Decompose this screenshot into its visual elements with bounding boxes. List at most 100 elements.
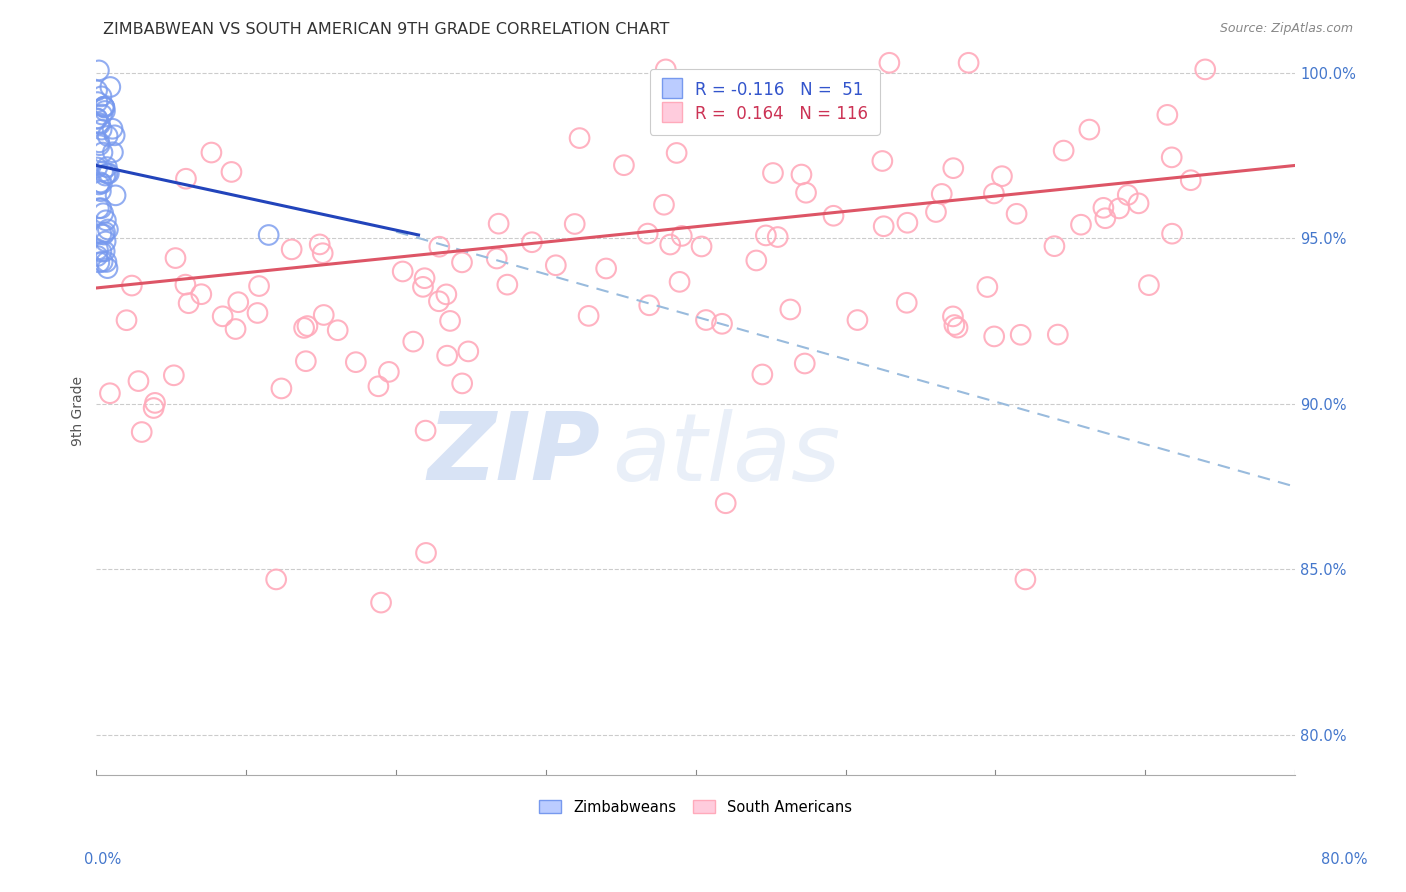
- Point: [1094, 211, 1116, 226]
- Point: [94, 103, 117, 118]
- Point: [87, 178, 110, 192]
- Point: [90, 244, 112, 259]
- Point: [872, 153, 894, 168]
- Point: [87, 202, 110, 216]
- Point: [1010, 327, 1032, 342]
- Point: [98, 80, 121, 95]
- Text: 0.0%: 0.0%: [84, 852, 121, 867]
- Point: [86, 112, 108, 126]
- Point: [292, 321, 315, 335]
- Point: [714, 496, 737, 510]
- Text: ZIP: ZIP: [427, 409, 600, 500]
- Point: [793, 357, 815, 371]
- Point: [942, 310, 965, 324]
- Point: [846, 313, 869, 327]
- Point: [177, 296, 200, 310]
- Point: [755, 228, 778, 243]
- Point: [457, 344, 479, 359]
- Y-axis label: 9th Grade: 9th Grade: [72, 376, 86, 445]
- Point: [1092, 201, 1115, 215]
- Point: [931, 186, 953, 201]
- Point: [200, 145, 222, 160]
- Point: [190, 287, 212, 301]
- Point: [1160, 150, 1182, 164]
- Point: [90, 184, 112, 198]
- Point: [568, 131, 591, 145]
- Point: [96, 160, 118, 174]
- Point: [97, 128, 120, 143]
- Point: [1180, 173, 1202, 187]
- Point: [91, 145, 114, 160]
- Point: [104, 188, 127, 202]
- Point: [344, 355, 367, 369]
- Point: [247, 279, 270, 293]
- Point: [1078, 122, 1101, 136]
- Point: [1194, 62, 1216, 77]
- Point: [93, 101, 115, 115]
- Point: [652, 198, 675, 212]
- Point: [1108, 202, 1130, 216]
- Point: [976, 280, 998, 294]
- Point: [101, 145, 124, 160]
- Point: [896, 295, 918, 310]
- Point: [97, 167, 120, 181]
- Point: [485, 252, 508, 266]
- Point: [659, 237, 682, 252]
- Point: [925, 205, 948, 219]
- Point: [823, 209, 845, 223]
- Point: [942, 161, 965, 176]
- Point: [93, 100, 115, 114]
- Point: [94, 213, 117, 227]
- Point: [983, 329, 1005, 343]
- Point: [1116, 188, 1139, 202]
- Point: [1043, 239, 1066, 253]
- Point: [174, 171, 197, 186]
- Point: [779, 302, 801, 317]
- Point: [131, 425, 153, 439]
- Point: [1070, 218, 1092, 232]
- Point: [943, 318, 966, 332]
- Point: [378, 365, 401, 379]
- Point: [142, 401, 165, 415]
- Point: [896, 216, 918, 230]
- Point: [413, 271, 436, 285]
- Point: [595, 261, 617, 276]
- Point: [89, 255, 111, 269]
- Point: [94, 235, 117, 249]
- Point: [86, 112, 108, 126]
- Point: [427, 240, 450, 254]
- Point: [89, 138, 111, 153]
- Point: [270, 381, 292, 395]
- Point: [520, 235, 543, 250]
- Point: [93, 100, 115, 114]
- Point: [695, 313, 717, 327]
- Point: [90, 177, 112, 191]
- Text: atlas: atlas: [612, 409, 839, 500]
- Point: [957, 55, 980, 70]
- Point: [174, 277, 197, 292]
- Point: [89, 116, 111, 130]
- Point: [246, 306, 269, 320]
- Point: [295, 354, 318, 368]
- Point: [578, 309, 600, 323]
- Point: [104, 128, 127, 143]
- Point: [402, 334, 425, 349]
- Point: [436, 349, 458, 363]
- Point: [94, 225, 117, 239]
- Point: [751, 368, 773, 382]
- Point: [665, 145, 688, 160]
- Point: [93, 227, 115, 242]
- Point: [1046, 327, 1069, 342]
- Point: [115, 313, 138, 327]
- Point: [873, 219, 896, 234]
- Point: [1137, 278, 1160, 293]
- Point: [221, 165, 243, 179]
- Point: [1005, 207, 1028, 221]
- Point: [225, 322, 247, 336]
- Point: [1014, 573, 1036, 587]
- Text: Source: ZipAtlas.com: Source: ZipAtlas.com: [1219, 22, 1353, 36]
- Point: [367, 379, 389, 393]
- Point: [439, 314, 461, 328]
- Point: [163, 368, 186, 383]
- Point: [87, 243, 110, 257]
